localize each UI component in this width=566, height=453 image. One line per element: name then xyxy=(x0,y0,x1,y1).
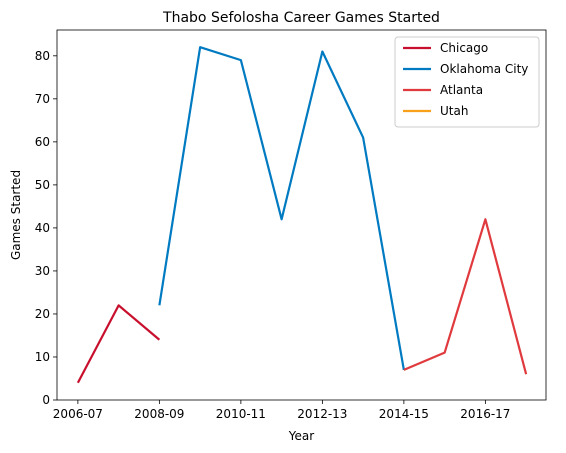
legend-label-chicago: Chicago xyxy=(440,41,488,55)
y-tick-label: 70 xyxy=(35,92,50,106)
y-tick-label: 80 xyxy=(35,49,50,63)
x-tick-label: 2010-11 xyxy=(216,407,266,421)
y-tick-label: 50 xyxy=(35,178,50,192)
legend: Chicago Oklahoma City Atlanta Utah xyxy=(394,36,540,128)
y-tick-label: 40 xyxy=(35,221,50,235)
x-tick-label: 2016-17 xyxy=(460,407,510,421)
x-tick-label: 2012-13 xyxy=(297,407,347,421)
x-tick-label: 2014-15 xyxy=(379,407,429,421)
x-tick-label: 2006-07 xyxy=(53,407,103,421)
x-axis-label: Year xyxy=(288,429,314,443)
x-tick-label: 2008-09 xyxy=(134,407,184,421)
legend-box xyxy=(394,36,540,128)
y-tick-label: 0 xyxy=(42,393,50,407)
series-layer xyxy=(76,46,528,384)
y-tick-label: 30 xyxy=(35,264,50,278)
legend-label-atlanta: Atlanta xyxy=(440,83,483,97)
legend-label-oklahoma-city: Oklahoma City xyxy=(440,62,528,76)
y-tick-label: 60 xyxy=(35,135,50,149)
plot-frame xyxy=(56,29,547,401)
chart-title: Thabo Sefolosha Career Games Started xyxy=(162,10,440,26)
axes-layer: 0 10 20 30 40 50 60 70 80 2006-07 2008-09 2010-11 20… xyxy=(35,29,547,421)
legend-label-utah: Utah xyxy=(440,104,468,118)
y-axis-label: Games Started xyxy=(9,170,23,260)
series-line-atlanta xyxy=(403,218,528,375)
y-tick-label: 10 xyxy=(35,350,50,364)
y-tick-label: 20 xyxy=(35,307,50,321)
